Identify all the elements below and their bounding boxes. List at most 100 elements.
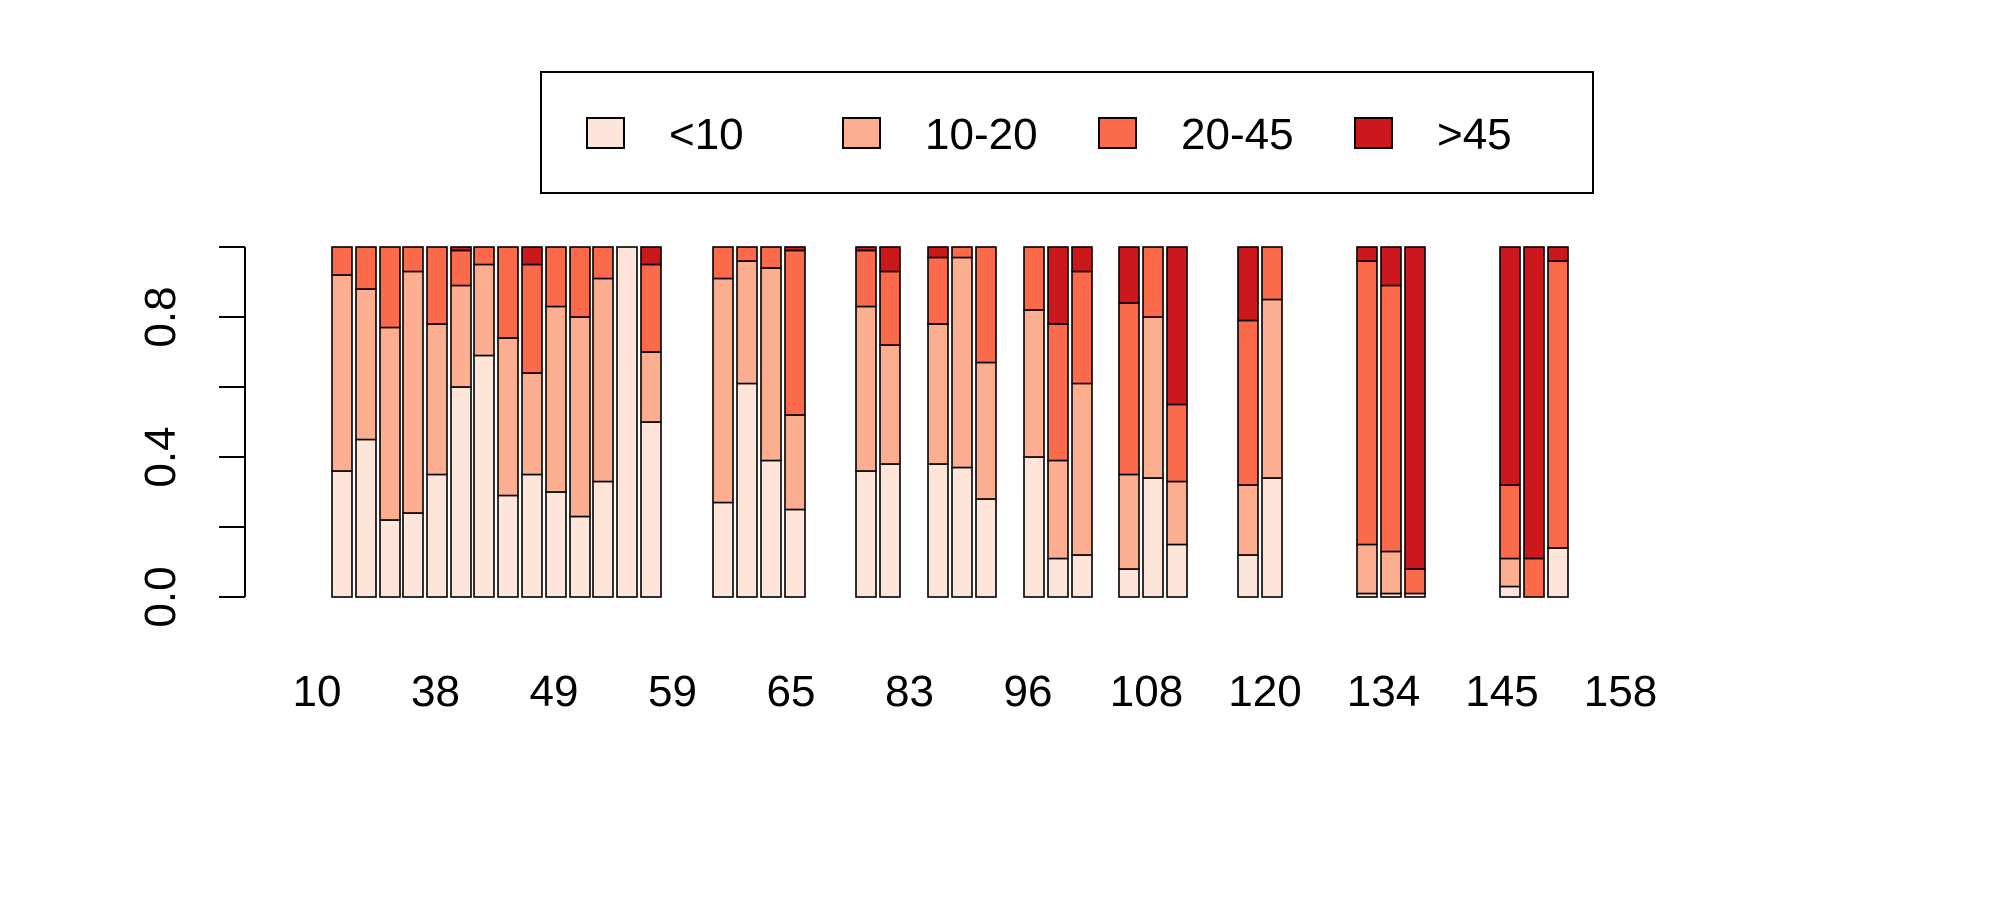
- bar-segment: [1499, 484, 1521, 560]
- bar-segment: [331, 274, 353, 472]
- bar-segment: [879, 463, 901, 598]
- bar-segment: [951, 466, 973, 598]
- bar-segment: [927, 256, 949, 325]
- bar-segment: [1261, 246, 1283, 301]
- legend-label: 10-20: [925, 110, 1038, 159]
- bar-segment: [640, 246, 662, 266]
- bar-segment: [521, 372, 543, 476]
- bar-segment: [331, 470, 353, 598]
- bar-segment: [855, 246, 877, 252]
- x-tick-label: 38: [411, 667, 460, 716]
- bar-segment: [736, 260, 758, 385]
- bar-segment: [402, 246, 424, 273]
- bar-segment: [379, 326, 401, 521]
- bar-segment: [426, 246, 448, 325]
- bar-segment: [592, 246, 614, 280]
- bar-segment: [379, 519, 401, 598]
- bar-segment: [640, 263, 662, 353]
- bar-segment: [1023, 246, 1045, 311]
- bar-segment: [1118, 568, 1140, 598]
- bar-segment: [473, 263, 495, 357]
- bar-segment: [521, 263, 543, 374]
- bar-segment: [712, 246, 734, 280]
- bar-segment: [1523, 557, 1545, 598]
- bars-group: [331, 246, 1569, 598]
- legend-swatch: [1354, 117, 1393, 149]
- bar-segment: [879, 344, 901, 465]
- bar-segment: [545, 246, 567, 308]
- bar-segment: [712, 501, 734, 598]
- bar-segment: [784, 249, 806, 416]
- bar-segment: [1356, 543, 1378, 595]
- bar-segment: [1118, 473, 1140, 570]
- bar-segment: [521, 473, 543, 598]
- bar-segment: [1547, 246, 1569, 262]
- bar-segment: [497, 494, 519, 598]
- x-tick-label: 145: [1465, 667, 1538, 716]
- bar-segment: [712, 277, 734, 504]
- bar-segment: [927, 463, 949, 598]
- bar-segment: [569, 246, 591, 318]
- bar-segment: [1071, 246, 1093, 273]
- bar-segment: [402, 512, 424, 598]
- x-tick-label: 108: [1110, 667, 1183, 716]
- bar-segment: [879, 270, 901, 346]
- bar-segment: [426, 323, 448, 476]
- bar-segment: [497, 246, 519, 339]
- bar-segment: [760, 459, 782, 598]
- bar-segment: [1404, 568, 1426, 595]
- legend-label: <10: [669, 110, 744, 159]
- bar-segment: [1356, 260, 1378, 546]
- bar-segment: [855, 305, 877, 472]
- bar-segment: [450, 284, 472, 388]
- bar-segment: [736, 382, 758, 598]
- bar-segment: [1499, 246, 1521, 486]
- bar-segment: [1237, 319, 1259, 486]
- bar-segment: [1047, 557, 1069, 598]
- bar-segment: [1380, 284, 1402, 553]
- bar-segment: [1071, 382, 1093, 556]
- bar-segment: [569, 515, 591, 598]
- bar-segment: [355, 438, 377, 598]
- legend-box: [540, 71, 1594, 194]
- x-tick-label: 10: [293, 667, 342, 716]
- bar-segment: [927, 246, 949, 259]
- bar-segment: [784, 508, 806, 598]
- bar-segment: [1547, 547, 1569, 598]
- bar-segment: [1071, 554, 1093, 598]
- bar-segment: [355, 288, 377, 441]
- bar-segment: [1047, 323, 1069, 462]
- bar-segment: [951, 256, 973, 469]
- bar-segment: [784, 246, 806, 252]
- bar-segment: [1142, 316, 1164, 479]
- bar-segment: [521, 246, 543, 266]
- bar-segment: [1380, 246, 1402, 287]
- bar-segment: [1547, 260, 1569, 549]
- bar-segment: [1118, 246, 1140, 304]
- x-tick-label: 49: [530, 667, 579, 716]
- bar-segment: [545, 305, 567, 493]
- bar-segment: [736, 246, 758, 262]
- bar-segment: [975, 361, 997, 500]
- y-axis: 0.0 0.4 0.8: [136, 246, 246, 628]
- bar-segment: [1523, 246, 1545, 560]
- bar-segment: [473, 354, 495, 598]
- bar-segment: [927, 323, 949, 465]
- bar-segment: [760, 267, 782, 462]
- bar-segment: [616, 246, 638, 598]
- x-axis: 10 38 49 59 65 83 96 108 120 134 145 158: [293, 667, 1658, 716]
- bar-segment: [1356, 246, 1378, 262]
- bar-segment: [760, 246, 782, 269]
- legend-swatch: [1098, 117, 1137, 149]
- bar-segment: [1047, 246, 1069, 325]
- legend-label: 20-45: [1181, 110, 1294, 159]
- bar-segment: [569, 316, 591, 518]
- bar-segment: [426, 473, 448, 598]
- bar-segment: [640, 421, 662, 598]
- bar-segment: [1023, 456, 1045, 598]
- y-tick-label: 0.8: [136, 286, 185, 347]
- bar-segment: [1118, 302, 1140, 476]
- bar-segment: [879, 246, 901, 273]
- bar-segment: [331, 246, 353, 276]
